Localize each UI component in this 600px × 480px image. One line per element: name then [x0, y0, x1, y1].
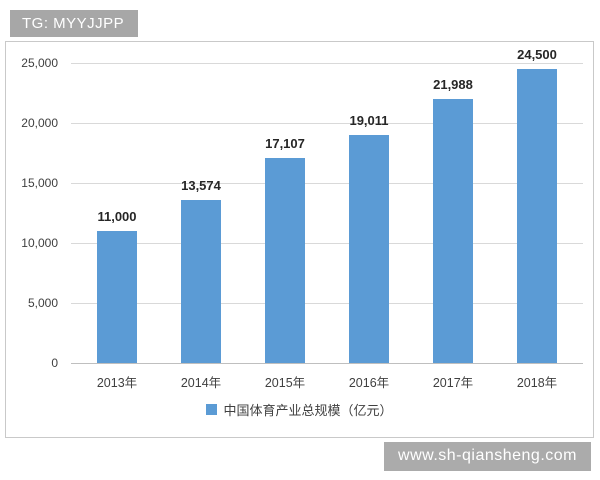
x-axis-tick-label: 2014年 [180, 376, 222, 390]
bar [349, 135, 389, 363]
chart-frame: 0 5,000 10,000 15,000 20,000 25,000 11,000 2013… [5, 41, 594, 438]
bar [181, 200, 221, 363]
legend-marker-swatch [206, 404, 218, 415]
gridline [71, 123, 583, 124]
chart-legend: 中国体育产业总规模（亿元） [6, 400, 593, 419]
x-axis-tick-label: 2016年 [348, 376, 390, 390]
bar-value-label: 21,988 [433, 77, 473, 92]
x-axis-tick-label: 2015年 [264, 376, 306, 390]
x-axis-tick-label: 2017年 [432, 376, 474, 390]
gridline [71, 63, 583, 64]
legend-label: 中国体育产业总规模（亿元） [223, 403, 393, 418]
bar-value-label: 19,011 [349, 113, 389, 128]
y-axis-tick-label: 10,000 [21, 236, 58, 250]
bar-chart-plot-area: 0 5,000 10,000 15,000 20,000 25,000 11,000 2013… [6, 42, 593, 437]
bar-value-label: 24,500 [517, 47, 557, 62]
bar-value-label: 11,000 [97, 209, 137, 224]
bar-value-label: 13,574 [181, 178, 221, 193]
x-axis-line [71, 363, 583, 364]
y-axis-tick-label: 25,000 [21, 56, 58, 70]
bar [433, 99, 473, 363]
x-axis-tick-label: 2018年 [516, 376, 558, 390]
bar [97, 231, 137, 363]
gridline [71, 303, 583, 304]
bar [517, 69, 557, 363]
bar [265, 158, 305, 363]
y-axis-tick-label: 20,000 [21, 116, 58, 130]
website-watermark: www.sh-qiansheng.com [384, 442, 591, 471]
y-axis-tick-label: 0 [51, 356, 58, 370]
y-axis-tick-label: 15,000 [21, 176, 58, 190]
source-tag-badge: TG: MYYJJPP [10, 10, 139, 37]
gridline [71, 243, 583, 244]
bar-value-label: 17,107 [265, 136, 305, 151]
x-axis-tick-label: 2013年 [96, 376, 138, 390]
y-axis-tick-label: 5,000 [27, 296, 58, 310]
gridline [71, 183, 583, 184]
